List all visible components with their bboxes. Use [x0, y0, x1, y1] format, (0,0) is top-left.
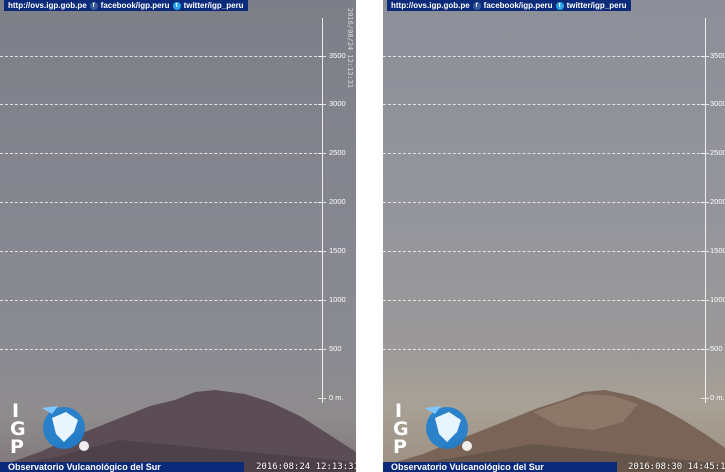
scale-tick — [701, 153, 709, 154]
twitter-link[interactable]: twitter/igp_peru — [566, 1, 627, 10]
header-bar: http://ovs.igp.gob.pe f facebook/igp.per… — [4, 0, 248, 11]
scale-label: 2500 — [329, 148, 346, 157]
sky-background — [0, 0, 356, 472]
altitude-gridline — [383, 300, 705, 301]
altitude-gridline — [0, 349, 322, 350]
altitude-gridline — [383, 251, 705, 252]
scale-tick — [701, 398, 709, 399]
twitter-icon: t — [555, 1, 564, 10]
scale-label: 3000 — [710, 99, 725, 108]
webcam-frame-right: 3500 3000 2500 2000 1500 1000 500 0 m. I… — [383, 0, 725, 472]
igp-logo: I G P — [391, 402, 481, 460]
scale-tick — [318, 349, 326, 350]
twitter-icon: t — [172, 1, 181, 10]
altitude-gridline — [383, 56, 705, 57]
altitude-gridline — [383, 202, 705, 203]
scale-label: 0 m. — [329, 393, 344, 402]
scale-tick — [318, 104, 326, 105]
observatory-name: Observatorio Vulcanológico del Sur — [391, 462, 544, 472]
website-link[interactable]: http://ovs.igp.gob.pe — [391, 1, 470, 10]
logo-letter-g: G — [10, 418, 26, 440]
scale-label: 0 m. — [710, 393, 725, 402]
footer-bar: Observatorio Vulcanológico del Sur — [383, 462, 617, 472]
scale-tick — [318, 251, 326, 252]
altitude-scale — [705, 18, 706, 403]
igp-globe-icon — [42, 406, 89, 451]
facebook-link[interactable]: facebook/igp.peru — [100, 1, 170, 10]
scale-label: 1000 — [329, 295, 346, 304]
logo-letter-p: P — [10, 436, 24, 458]
altitude-gridline — [0, 251, 322, 252]
scale-tick — [701, 251, 709, 252]
scale-tick — [318, 153, 326, 154]
altitude-gridline — [0, 202, 322, 203]
altitude-scale — [322, 18, 323, 403]
igp-globe-icon — [425, 406, 472, 451]
sky-background — [383, 0, 725, 472]
logo-letter-i: I — [395, 400, 403, 422]
scale-tick — [701, 349, 709, 350]
twitter-link[interactable]: twitter/igp_peru — [183, 1, 244, 10]
scale-label: 1000 — [710, 295, 725, 304]
header-bar: http://ovs.igp.gob.pe f facebook/igp.per… — [387, 0, 631, 11]
scale-tick — [318, 56, 326, 57]
facebook-icon: f — [89, 1, 98, 10]
logo-letter-i: I — [12, 400, 20, 422]
scale-label: 1500 — [710, 246, 725, 255]
scale-label: 3500 — [329, 51, 346, 60]
scale-tick — [318, 300, 326, 301]
scale-label: 2000 — [710, 197, 725, 206]
scale-tick — [701, 300, 709, 301]
facebook-link[interactable]: facebook/igp.peru — [483, 1, 553, 10]
igp-logo: I G P — [8, 402, 98, 460]
scale-tick — [701, 104, 709, 105]
capture-timestamp: 2016:08:24 12:13:31 — [256, 462, 356, 472]
scale-label: 2000 — [329, 197, 346, 206]
scale-label: 3000 — [329, 99, 346, 108]
facebook-icon: f — [472, 1, 481, 10]
altitude-gridline — [0, 104, 322, 105]
altitude-gridline — [0, 300, 322, 301]
logo-letter-p: P — [393, 436, 407, 458]
capture-timestamp: 2016:08:30 14:45:1 — [628, 462, 725, 472]
logo-letter-g: G — [393, 418, 409, 440]
scale-label: 3500 — [710, 51, 725, 60]
scale-tick — [318, 398, 326, 399]
scale-label: 500 — [329, 344, 342, 353]
altitude-gridline — [383, 153, 705, 154]
altitude-gridline — [0, 153, 322, 154]
scale-tick — [701, 202, 709, 203]
altitude-gridline — [383, 104, 705, 105]
vertical-datetime-text: 2016/08/24 12:13:31 — [346, 8, 354, 89]
altitude-gridline — [0, 56, 322, 57]
altitude-gridline — [383, 349, 705, 350]
scale-label: 2500 — [710, 148, 725, 157]
website-link[interactable]: http://ovs.igp.gob.pe — [8, 1, 87, 10]
scale-tick — [318, 202, 326, 203]
scale-label: 500 — [710, 344, 723, 353]
scale-tick — [701, 56, 709, 57]
observatory-name: Observatorio Vulcanológico del Sur — [8, 462, 161, 472]
footer-bar: Observatorio Vulcanológico del Sur — [0, 462, 244, 472]
webcam-frame-left: 3500 3000 2500 2000 1500 1000 500 0 m. 2… — [0, 0, 356, 472]
scale-label: 1500 — [329, 246, 346, 255]
